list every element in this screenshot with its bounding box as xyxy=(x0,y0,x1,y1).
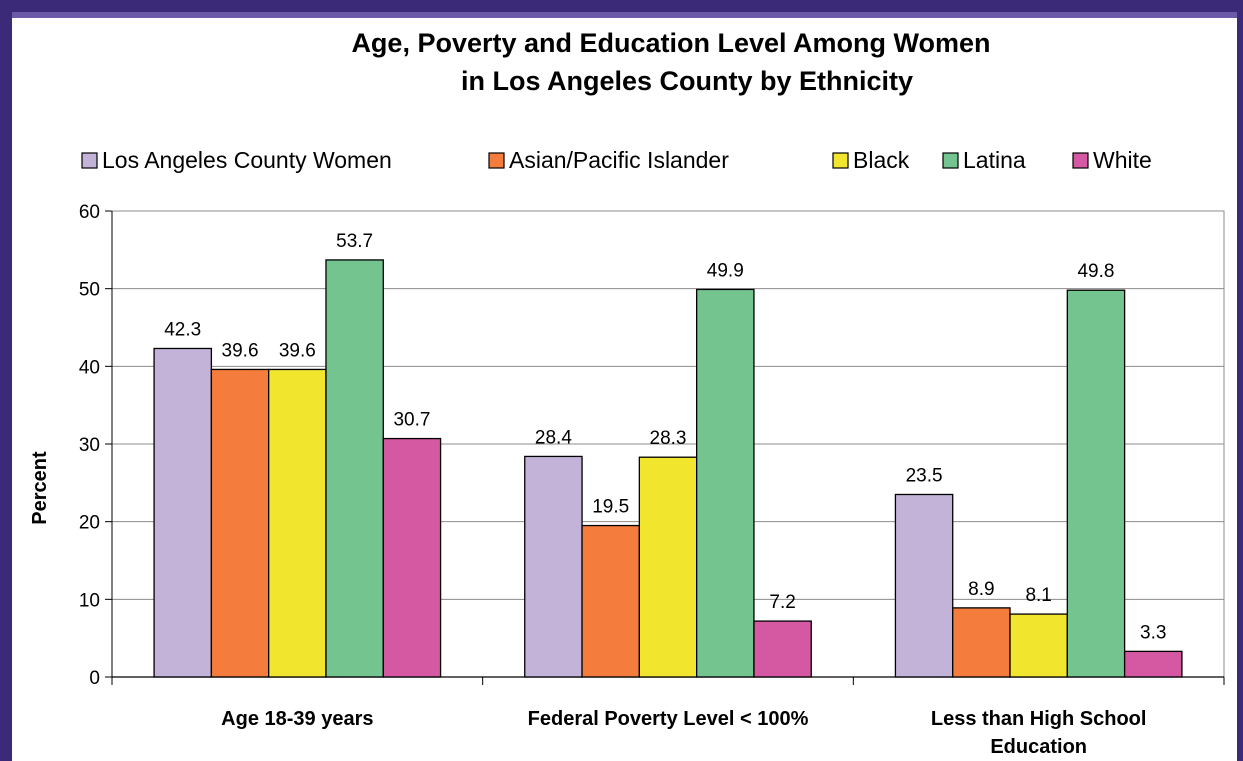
y-tick-label: 30 xyxy=(79,435,100,456)
chart-panel: Age, Poverty and Education Level Among W… xyxy=(12,12,1237,761)
x-tick-label: Age 18-39 years xyxy=(221,708,373,730)
data-label: 30.7 xyxy=(393,410,430,431)
data-label: 23.5 xyxy=(906,465,943,486)
legend-swatch xyxy=(942,152,959,169)
data-label: 8.9 xyxy=(968,579,994,600)
bar-chart: Age, Poverty and Education Level Among W… xyxy=(29,28,1225,758)
bar xyxy=(1009,613,1068,678)
data-label: 7.2 xyxy=(769,592,795,613)
legend-label: Latina xyxy=(963,147,1026,173)
legend-swatch xyxy=(832,152,849,169)
y-tick-label: 10 xyxy=(79,590,100,611)
data-label: 39.6 xyxy=(222,340,259,361)
legend-label: Los Angeles County Women xyxy=(102,147,392,173)
legend-swatch xyxy=(81,152,98,169)
data-label: 53.7 xyxy=(336,231,373,252)
bar xyxy=(1123,650,1183,678)
legend-label: Black xyxy=(853,147,910,173)
bar xyxy=(382,437,442,678)
bar xyxy=(524,455,583,678)
x-tick-label: Less than High School xyxy=(931,708,1147,730)
bar xyxy=(581,524,640,678)
bar xyxy=(952,607,1011,678)
data-label: 49.9 xyxy=(707,260,744,281)
legend-swatch xyxy=(488,152,505,169)
bar xyxy=(210,368,270,678)
x-tick-label: Education xyxy=(990,736,1087,758)
bar xyxy=(753,620,812,678)
x-tick-label: Federal Poverty Level < 100% xyxy=(528,708,809,730)
data-label: 19.5 xyxy=(592,497,629,518)
chart-title-line1: Age, Poverty and Education Level Among W… xyxy=(351,28,990,58)
legend-label: Asian/Pacific Islander xyxy=(509,147,729,173)
y-tick-label: 40 xyxy=(79,357,100,378)
y-tick-label: 60 xyxy=(79,202,100,223)
y-tick-label: 20 xyxy=(79,513,100,534)
y-axis-label: Percent xyxy=(29,451,51,525)
bar xyxy=(696,288,755,678)
bar xyxy=(268,368,327,678)
data-label: 49.8 xyxy=(1077,261,1114,282)
data-label: 3.3 xyxy=(1140,622,1166,643)
y-tick-label: 0 xyxy=(89,668,100,689)
data-label: 28.4 xyxy=(535,427,572,448)
legend-swatch xyxy=(1072,152,1089,169)
bar xyxy=(325,259,384,678)
legend: Los Angeles County Women Asian/Pacific Is… xyxy=(81,147,1152,173)
data-label: 42.3 xyxy=(164,319,201,340)
legend-label: White xyxy=(1093,147,1152,173)
data-label: 8.1 xyxy=(1025,585,1051,606)
bar xyxy=(638,456,698,678)
bar xyxy=(1066,289,1126,678)
plot-area: 0 10 20 30 40 50 60 42.3 39.6 39.6 53.7 30.7 Age 18-… xyxy=(79,202,1225,758)
y-tick-label: 50 xyxy=(79,280,100,301)
bar xyxy=(153,347,213,678)
bar xyxy=(894,493,954,678)
chart-title-line2: in Los Angeles County by Ethnicity xyxy=(461,66,913,96)
data-label: 28.3 xyxy=(650,428,687,449)
data-label: 39.6 xyxy=(279,340,316,361)
